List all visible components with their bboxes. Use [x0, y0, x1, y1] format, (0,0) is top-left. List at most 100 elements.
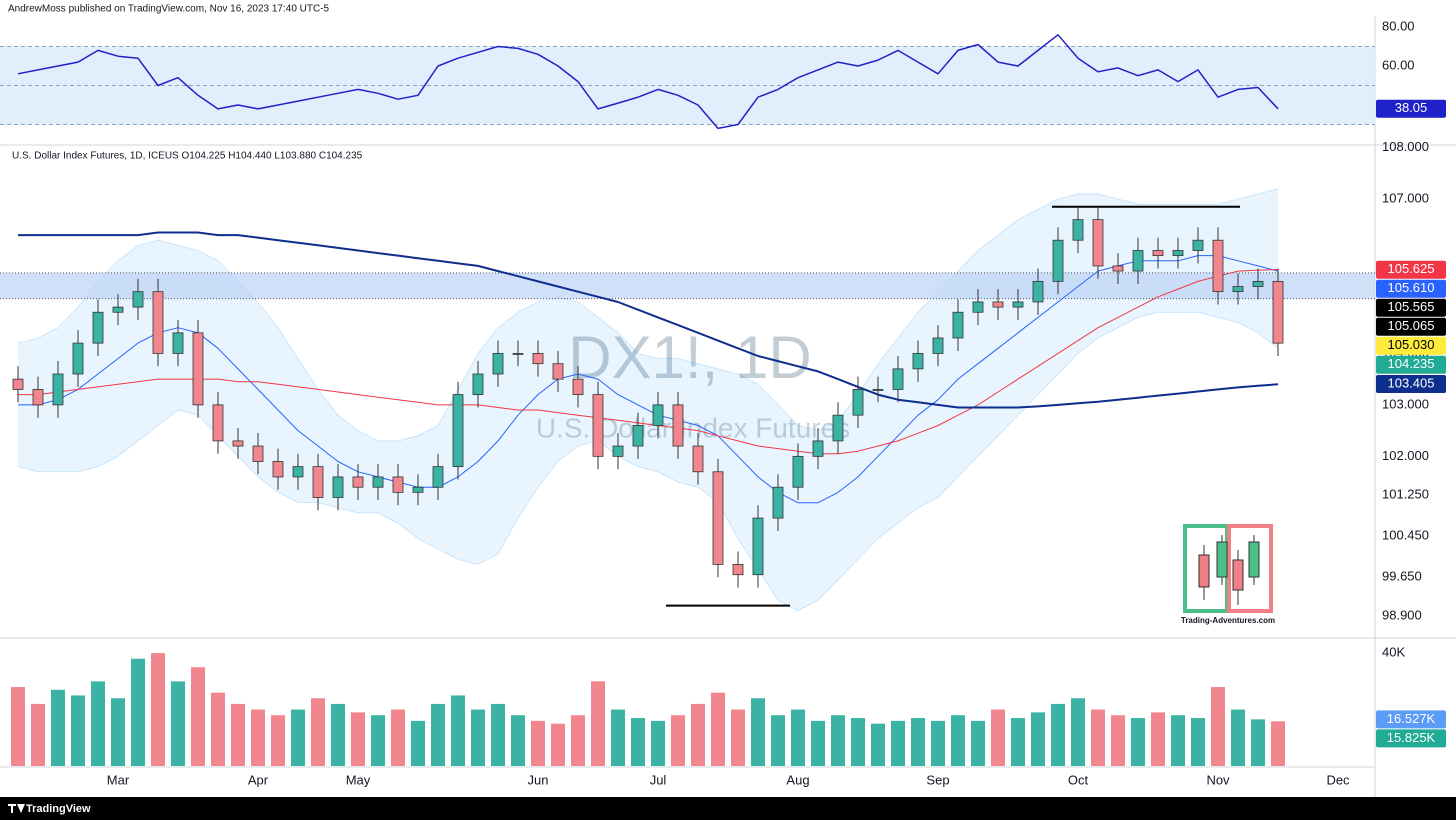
volume-bar: [691, 703, 705, 766]
y-tick-label: 80.00: [1382, 18, 1415, 33]
volume-bar: [631, 718, 645, 766]
volume-bar: [751, 698, 765, 766]
x-tick-label: Jun: [528, 772, 549, 787]
y-tick-label: 103.000: [1382, 396, 1429, 411]
price-label: 105.565: [1388, 299, 1435, 314]
candle-body: [52, 373, 64, 406]
candle-body: [812, 440, 824, 457]
candle-body: [612, 445, 624, 457]
volume-bar: [1231, 709, 1245, 766]
candle-body: [1052, 239, 1064, 282]
price-label: 105.065: [1388, 318, 1435, 333]
volume-bar: [651, 720, 665, 766]
price-label-box: [1376, 317, 1446, 336]
volume-bar: [851, 718, 865, 766]
candle-body: [892, 368, 904, 390]
candle-body: [992, 301, 1004, 308]
volume-bar: [671, 715, 685, 766]
candle-body: [112, 306, 124, 313]
candle-body: [1072, 219, 1084, 241]
candle-body: [752, 517, 764, 576]
volume-bar: [351, 712, 365, 766]
volume-bar: [811, 720, 825, 766]
footer-logo: [8, 804, 25, 813]
volume-bar: [211, 692, 225, 766]
candle-body: [312, 466, 324, 498]
x-tick-label: Dec: [1326, 772, 1350, 787]
candle-body: [1092, 219, 1104, 267]
volume-bar: [391, 709, 405, 766]
volume-bar: [1011, 718, 1025, 766]
candle-body: [332, 476, 344, 498]
price-label: 103.405: [1388, 375, 1435, 390]
price-label-box: [1376, 729, 1446, 748]
candle-body: [472, 373, 484, 395]
volume-bar: [611, 709, 625, 766]
candle-body: [252, 445, 264, 462]
volume-bar: [1031, 712, 1045, 766]
candle-body: [232, 440, 244, 447]
volume-bar: [1071, 698, 1085, 766]
price-label-box: [1376, 298, 1446, 317]
logo-candle: [1232, 559, 1244, 591]
candle-body: [1012, 301, 1024, 308]
volume-bar: [1191, 718, 1205, 766]
volume-bar: [1271, 721, 1285, 766]
candle-body: [492, 353, 504, 375]
x-tick-label: Jul: [650, 772, 667, 787]
volume-bar: [511, 715, 525, 766]
volume-bar: [71, 695, 85, 766]
volume-bar: [791, 709, 805, 766]
x-tick-label: Oct: [1068, 772, 1089, 787]
logo: Trading-Adventures.com: [1181, 524, 1275, 625]
zone: [0, 272, 1375, 299]
candle-body: [1212, 239, 1224, 293]
candle-body: [732, 564, 744, 576]
volume-bar: [1251, 719, 1265, 766]
moving-average: [18, 231, 1279, 409]
volume-bar: [731, 709, 745, 766]
candle-body: [712, 471, 724, 565]
candle-body: [1032, 280, 1044, 303]
y-tick-label: 107.000: [1382, 190, 1429, 205]
band-lower: [17, 311, 1279, 611]
candle-body: [792, 455, 804, 488]
candle-body: [92, 311, 104, 344]
volume-bar: [531, 720, 545, 766]
rsi-line: [17, 34, 1279, 130]
y-tick-label: 102.000: [1382, 448, 1429, 463]
candle-body: [172, 332, 184, 354]
volume-bar: [551, 723, 565, 766]
volume-bar: [491, 703, 505, 766]
candle-body: [572, 378, 584, 395]
x-tick-label: Sep: [926, 772, 949, 787]
price-label: 105.030: [1388, 337, 1435, 352]
logo-frame: [1227, 524, 1273, 613]
candle-body: [132, 291, 144, 308]
volume-bar: [951, 715, 965, 766]
candle-body: [292, 466, 304, 478]
volume-bar: [591, 681, 605, 766]
candle-body: [852, 389, 864, 416]
volume-bar: [1171, 715, 1185, 766]
volume-bar: [1051, 703, 1065, 766]
x-tick-label: Nov: [1206, 772, 1230, 787]
candle-body: [192, 332, 204, 406]
logo-candle: [1198, 554, 1210, 588]
volume-bar: [991, 709, 1005, 766]
volume-bar: [231, 703, 245, 766]
volume-bar: [571, 715, 585, 766]
volume-bar: [831, 715, 845, 766]
footer-bar: [0, 797, 1456, 820]
candle-body: [212, 404, 224, 442]
price-label-box: [1376, 710, 1446, 729]
band-upper: [17, 188, 1279, 442]
volume-bar: [51, 689, 65, 766]
volume-bar: [1131, 718, 1145, 766]
price-label-box: [1376, 279, 1446, 298]
logo-text: Trading-Adventures.com: [1181, 616, 1275, 625]
header: AndrewMoss published on TradingView.com,…: [8, 4, 330, 15]
volume-bar: [451, 695, 465, 766]
candle-body: [832, 414, 844, 442]
